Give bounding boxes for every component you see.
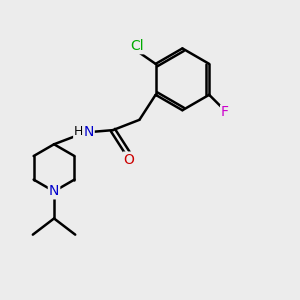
Text: F: F <box>221 106 229 119</box>
Text: Cl: Cl <box>130 39 144 53</box>
Text: N: N <box>83 125 94 140</box>
Text: N: N <box>49 184 59 198</box>
Text: H: H <box>74 125 83 138</box>
Text: O: O <box>124 153 135 166</box>
